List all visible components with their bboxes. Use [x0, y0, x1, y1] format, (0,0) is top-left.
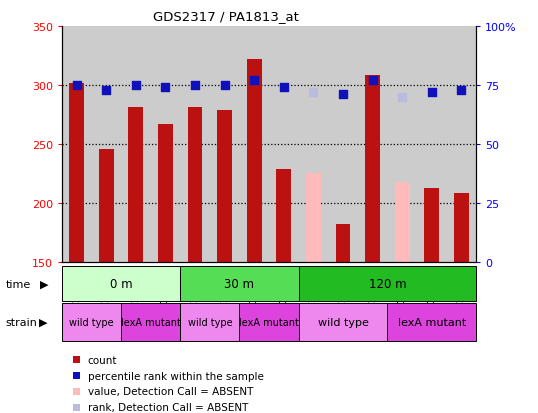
Point	[398, 94, 406, 101]
Text: ▶: ▶	[40, 279, 49, 289]
Bar	[395, 182, 409, 262]
Text: lexA mutant: lexA mutant	[121, 317, 181, 327]
Point	[72, 83, 81, 89]
Point	[220, 83, 229, 89]
Point	[250, 78, 258, 84]
Bar	[277, 169, 291, 262]
Text: time: time	[5, 279, 31, 289]
Text: wild type: wild type	[69, 317, 114, 327]
Bar	[158, 125, 173, 262]
Text: 120 m: 120 m	[369, 278, 406, 290]
Text: rank, Detection Call = ABSENT: rank, Detection Call = ABSENT	[88, 402, 248, 412]
Point	[102, 87, 110, 94]
Point	[368, 78, 377, 84]
Point	[338, 92, 347, 98]
Bar	[247, 60, 261, 262]
Bar	[299, 266, 476, 301]
Bar	[99, 149, 114, 262]
Bar	[121, 304, 180, 341]
Point	[131, 83, 140, 89]
Bar	[129, 108, 143, 262]
Text: lexA mutant: lexA mutant	[239, 317, 299, 327]
Bar	[62, 304, 121, 341]
Bar	[217, 110, 232, 262]
Bar	[336, 225, 350, 262]
Bar	[306, 174, 321, 262]
Point	[161, 85, 169, 91]
Bar	[69, 83, 84, 262]
Bar	[180, 266, 299, 301]
Text: value, Detection Call = ABSENT: value, Detection Call = ABSENT	[88, 386, 253, 396]
Text: wild type: wild type	[317, 317, 369, 327]
Point	[309, 90, 317, 96]
Bar	[188, 108, 202, 262]
Point	[457, 87, 465, 94]
Bar	[180, 304, 239, 341]
Point	[279, 85, 288, 91]
Text: GDS2317 / PA1813_at: GDS2317 / PA1813_at	[153, 10, 299, 23]
Text: 30 m: 30 m	[224, 278, 254, 290]
Bar	[454, 194, 469, 262]
Text: 0 m: 0 m	[110, 278, 132, 290]
Text: count: count	[88, 355, 117, 365]
Text: percentile rank within the sample: percentile rank within the sample	[88, 370, 264, 381]
Point	[190, 83, 199, 89]
Bar	[299, 304, 387, 341]
Bar	[239, 304, 299, 341]
Bar	[62, 266, 180, 301]
Text: wild type: wild type	[188, 317, 232, 327]
Text: ▶: ▶	[39, 317, 48, 327]
Bar	[387, 304, 476, 341]
Text: lexA mutant: lexA mutant	[398, 317, 466, 327]
Bar	[424, 188, 439, 262]
Bar	[365, 76, 380, 262]
Point	[427, 90, 436, 96]
Text: strain: strain	[5, 317, 37, 327]
